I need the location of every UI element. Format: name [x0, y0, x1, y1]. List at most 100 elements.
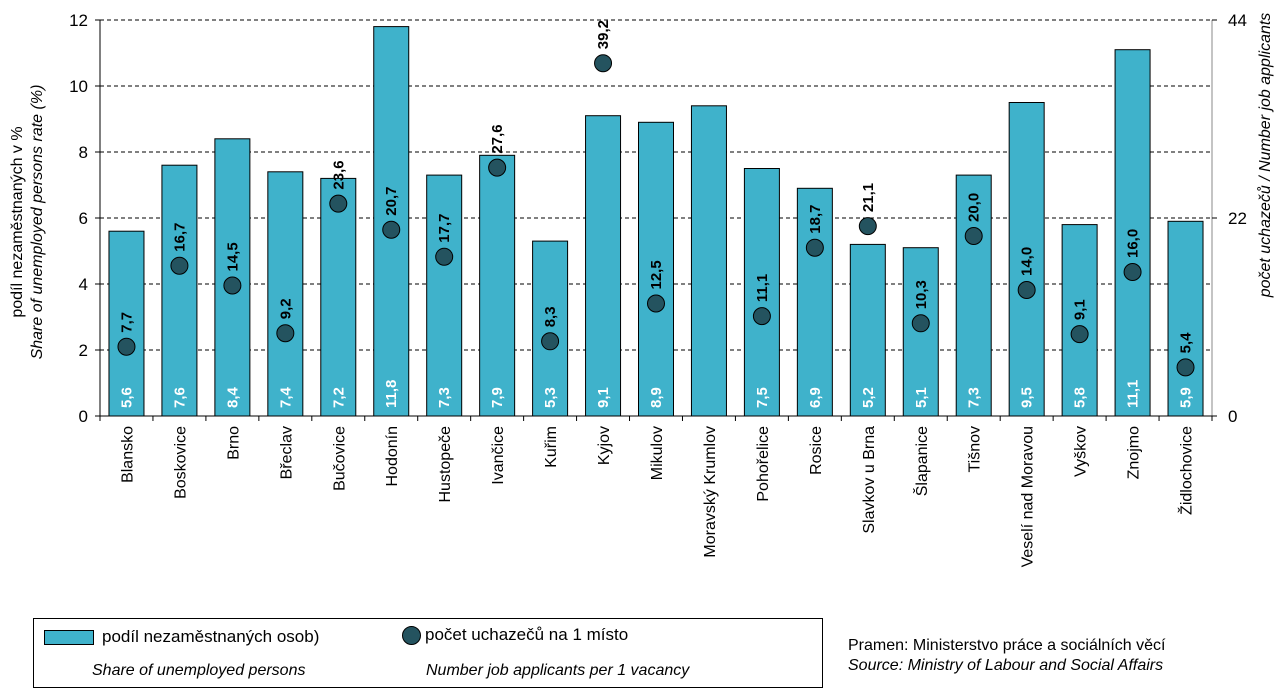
left-tick-label: 0 — [79, 407, 88, 426]
dot-marker — [435, 247, 454, 266]
source-cz: Pramen: Ministerstvo práce a sociálních … — [848, 637, 1166, 654]
dot-value-label: 10,3 — [913, 280, 930, 309]
bar-value-label: 5,3 — [542, 387, 559, 408]
bar — [532, 240, 569, 417]
bar — [585, 115, 622, 417]
category-label: Blansko — [119, 426, 136, 483]
legend-item-dots: počet uchazečů na 1 místo — [402, 625, 628, 645]
source-en: Source: Ministry of Labour and Social Af… — [848, 657, 1164, 674]
dot-value-label: 16,0 — [1125, 229, 1142, 258]
category-label: Brno — [225, 426, 242, 460]
dot-marker — [647, 294, 665, 313]
left-axis-title: podíl nezaměstnaných v % — [9, 126, 26, 317]
category-label: Rosice — [808, 426, 825, 475]
bar-value-label: 7,3 — [966, 387, 983, 408]
category-label: Hustopeče — [437, 426, 454, 503]
dot-value-label: 11,1 — [754, 274, 771, 302]
category-label: Bučovice — [331, 426, 348, 491]
bar — [1061, 224, 1098, 417]
bar-value-label: 7,6 — [171, 387, 188, 408]
category-label: Břeclav — [278, 426, 295, 479]
bar — [1167, 220, 1204, 417]
dot-value-label: 9,1 — [1072, 299, 1089, 320]
bar-value-label: 5,2 — [860, 387, 877, 408]
source-note: Pramen: Ministerstvo práce a sociálních … — [848, 636, 1165, 676]
dot-value-label: 5,4 — [1178, 332, 1195, 354]
dot-marker — [805, 238, 824, 257]
category-label: Kuřim — [543, 426, 560, 468]
dot-value-label: 9,2 — [277, 298, 294, 319]
category-label: Kyjov — [596, 426, 613, 465]
bar — [267, 171, 304, 417]
category-label: Židlochovice — [1177, 426, 1196, 515]
bar — [479, 154, 516, 417]
dot-data-labels: 7,7 16,7 14,5 9,2 23,6 20,7 17,7 27,6 8,3 39,2 12,… — [118, 20, 1194, 353]
category-label: Pohořelice — [755, 426, 772, 502]
dot-marker — [1123, 263, 1142, 281]
dot-marker — [382, 220, 401, 239]
dot-value-label: 18,7 — [807, 204, 824, 233]
bar — [161, 164, 198, 417]
bar-value-label: 11,8 — [383, 380, 400, 408]
category-label: Hodonín — [384, 426, 401, 487]
bar-value-label: 8,4 — [224, 386, 241, 408]
dot-value-label: 12,5 — [648, 260, 665, 289]
legend-dot-label-en: Number job applicants per 1 vacancy — [426, 662, 690, 679]
dot-value-label: 17,7 — [436, 213, 453, 242]
dot-marker — [488, 158, 507, 177]
dot-value-label: 27,6 — [489, 124, 506, 153]
left-tick-label: 12 — [69, 11, 88, 30]
dot-value-label: 21,1 — [860, 183, 877, 212]
legend-dot-swatch — [402, 625, 421, 645]
bar-value-label: 5,9 — [1178, 387, 1195, 408]
left-tick-label: 2 — [79, 341, 88, 360]
left-tick-label: 4 — [79, 275, 88, 294]
bar-value-label: 7,3 — [436, 387, 453, 408]
dot-value-label: 14,5 — [224, 242, 241, 271]
dot-marker — [541, 332, 560, 351]
category-label: Šlapanice — [912, 426, 931, 496]
bar — [1008, 102, 1045, 417]
dot-marker — [276, 324, 295, 343]
bar-value-label: 5,1 — [913, 387, 930, 408]
left-axis-ticks: 0 2 4 6 8 10 12 — [69, 11, 100, 426]
dot-marker — [964, 227, 983, 245]
category-label: Slavkov u Brna — [861, 426, 878, 534]
bar — [426, 174, 463, 417]
right-axis-title: počet uchazečů / Number job applicants — [1256, 13, 1274, 299]
category-label: Mikulov — [649, 426, 666, 480]
legend-item-bars: podíl nezaměstnaných osob) — [44, 627, 319, 647]
dot-marker — [752, 307, 771, 326]
bar — [955, 174, 992, 417]
dot-value-label: 8,3 — [542, 306, 559, 327]
dot-marker — [1070, 325, 1089, 344]
category-label: Tišnov — [967, 426, 984, 473]
legend-bar-swatch — [44, 629, 94, 645]
left-tick-label: 8 — [79, 143, 88, 162]
left-axis-title-en: Share of unemployed persons rate (%) — [29, 85, 46, 360]
right-tick-label: 44 — [1228, 11, 1247, 30]
dot-marker — [1176, 358, 1195, 377]
bar-value-label: 7,5 — [754, 387, 771, 408]
dot-marker — [329, 194, 348, 213]
dot-marker — [1017, 281, 1036, 299]
dot-marker — [911, 314, 930, 333]
category-label: Ivančice — [490, 426, 507, 485]
dot-value-label: 7,7 — [118, 312, 135, 333]
dot-value-label: 14,0 — [1019, 247, 1036, 276]
dot-value-label: 20,7 — [383, 186, 400, 215]
dot-marker — [858, 217, 877, 236]
bar — [1114, 49, 1151, 417]
category-label: Veselí nad Moravou — [1020, 426, 1037, 567]
bar — [638, 121, 674, 417]
left-tick-label: 10 — [69, 77, 88, 96]
bar-value-label: 9,1 — [595, 387, 612, 408]
left-tick-label: 6 — [79, 209, 88, 228]
bar-value-label: 5,6 — [118, 387, 135, 408]
legend-bar-label-en: Share of unemployed persons — [92, 662, 306, 679]
dot-marker — [223, 276, 242, 295]
category-label: Vyškov — [1073, 426, 1090, 477]
bar — [320, 177, 357, 417]
dot-value-label: 20,0 — [966, 193, 983, 222]
